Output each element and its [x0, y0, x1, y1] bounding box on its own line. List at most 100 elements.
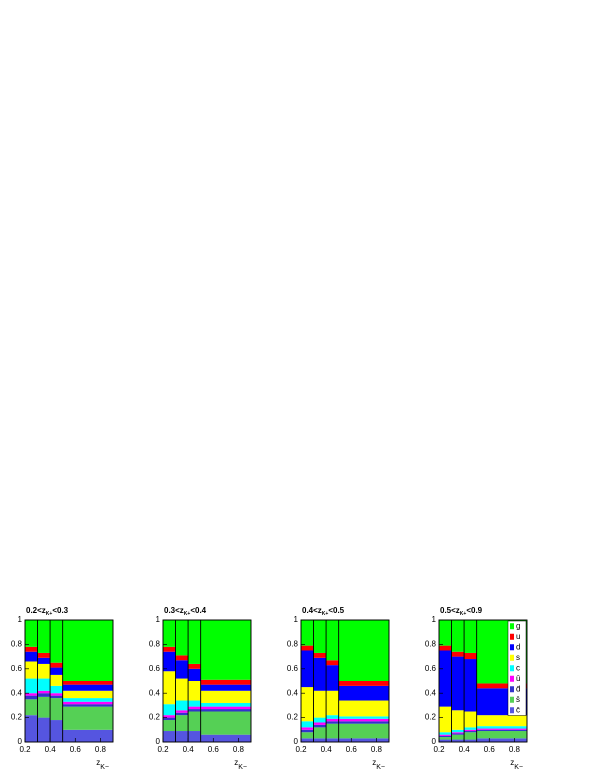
- plot-frame: [162, 619, 252, 743]
- x-tick-label: 0.8: [509, 745, 521, 754]
- bar-segment: [464, 727, 477, 730]
- bar-segment: [200, 709, 251, 712]
- legend-swatch: [510, 654, 514, 661]
- bar-segment: [464, 711, 477, 728]
- y-tick-label: 0.2: [149, 713, 161, 722]
- bar-segment: [175, 712, 189, 716]
- bar-segment: [62, 698, 113, 702]
- bar-segment: [188, 731, 201, 742]
- bar-segment: [50, 662, 63, 668]
- title-text: <0.5: [328, 606, 344, 615]
- bar-segment: [439, 739, 452, 742]
- x-label-sub: K−: [100, 764, 109, 771]
- x-tick-label: 0.4: [321, 745, 333, 754]
- bar-segment: [313, 722, 327, 725]
- x-label-main: z: [372, 758, 376, 767]
- y-tick-label: 0.6: [149, 664, 161, 673]
- bar-segment: [200, 620, 251, 680]
- bar-segment: [163, 646, 176, 652]
- x-label-sub: K−: [514, 764, 523, 771]
- bar-segment: [37, 693, 51, 697]
- bar-segment: [338, 721, 389, 724]
- bar-segment: [439, 737, 452, 740]
- plot-frame: [438, 619, 528, 743]
- bar-segment: [439, 620, 452, 646]
- bar-segment: [326, 620, 339, 661]
- legend-label: d: [516, 642, 520, 651]
- bar-segment: [200, 734, 251, 742]
- panel-title: 0.5<zK+<0.9: [440, 606, 483, 617]
- bar-segment: [25, 715, 38, 742]
- bar-segment: [464, 659, 477, 712]
- y-tick-label: 0.4: [11, 688, 23, 697]
- bar-segment: [175, 715, 189, 732]
- y-tick-label: 0.2: [287, 713, 299, 722]
- legend-swatch: [510, 696, 514, 703]
- bar-segment: [476, 726, 527, 729]
- y-tick-label: 0.2: [425, 713, 437, 722]
- bar-segment: [439, 706, 452, 733]
- bar-segment: [25, 678, 38, 694]
- bar-segment: [439, 734, 452, 736]
- x-tick-label: 0.2: [157, 745, 169, 754]
- legend-label: u: [516, 632, 520, 641]
- title-text: <0.4: [190, 606, 206, 615]
- bar-segment: [200, 690, 251, 703]
- bar-segment: [188, 681, 201, 701]
- bar-segment: [326, 715, 339, 719]
- y-tick-label: 0.4: [287, 688, 299, 697]
- bar-segment: [25, 661, 38, 679]
- title-text: 0.2<z: [26, 606, 46, 615]
- bar-segment: [200, 679, 251, 685]
- title-sub: K+: [322, 611, 329, 617]
- bar-segment: [476, 731, 527, 739]
- bar-segment: [464, 729, 477, 732]
- bar-segment: [37, 678, 51, 691]
- bar-segment: [338, 738, 389, 742]
- x-tick-label: 0.6: [484, 745, 496, 754]
- bar-segment: [451, 729, 465, 733]
- x-tick-label: 0.2: [19, 745, 31, 754]
- legend-swatch: [510, 644, 514, 651]
- bar-segment: [338, 700, 389, 717]
- x-axis-label: zK−: [234, 758, 247, 771]
- bar-segment: [464, 620, 477, 653]
- bar-segment: [175, 655, 189, 661]
- plot-frame: [24, 619, 114, 743]
- bar-segment: [163, 717, 176, 721]
- bar-segment: [451, 732, 465, 734]
- bar-segment: [50, 667, 63, 675]
- bar-segment: [451, 710, 465, 730]
- bar-segment: [163, 715, 176, 718]
- bar-segment: [25, 699, 38, 716]
- bar-segment: [188, 620, 201, 664]
- bar-segment: [200, 706, 251, 710]
- bar-segment: [163, 671, 176, 705]
- legend-swatch: [510, 686, 514, 693]
- bar-segment: [451, 733, 465, 735]
- bar-segment: [338, 681, 389, 686]
- x-tick-label: 0.4: [183, 745, 195, 754]
- legend-label: g: [516, 621, 520, 630]
- y-tick-label: 0.6: [11, 664, 23, 673]
- bar-segment: [476, 715, 527, 727]
- bar-segment: [188, 663, 201, 669]
- bar-segment: [301, 620, 314, 646]
- bar-segment: [37, 717, 51, 742]
- bar-segment: [476, 738, 527, 742]
- legend-swatch: [510, 623, 514, 630]
- bar-segment: [37, 657, 51, 664]
- y-tick-label: 0.4: [149, 688, 161, 697]
- title-text: <0.3: [52, 606, 68, 615]
- bar-segment: [50, 674, 63, 686]
- bar-segment: [175, 731, 189, 742]
- bar-segment: [313, 657, 327, 691]
- bar-segment: [301, 645, 314, 651]
- bar-segment: [163, 620, 176, 647]
- bar-segment: [313, 690, 327, 718]
- bar-segment: [37, 690, 51, 694]
- bar-segment: [313, 652, 327, 658]
- bar-segment: [326, 690, 339, 716]
- bar-segment: [338, 685, 389, 701]
- y-tick-label: 1: [156, 615, 161, 624]
